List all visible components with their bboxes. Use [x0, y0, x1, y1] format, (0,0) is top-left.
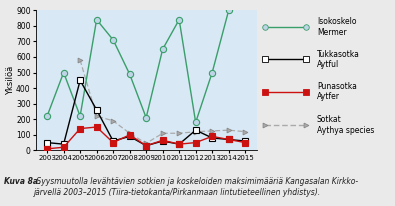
- Text: Isokoskelo
Mermer: Isokoskelo Mermer: [317, 18, 356, 37]
- Text: Sotkat
Aythya species: Sotkat Aythya species: [317, 116, 374, 135]
- Text: Syysmuutolla levähtävien sotkien ja koskeloiden maksimimääriä Kangasalan Kirkko-: Syysmuutolla levähtävien sotkien ja kosk…: [34, 177, 358, 197]
- Y-axis label: Yksilöä: Yksilöä: [6, 66, 15, 95]
- Text: Tukkasotka
Aytful: Tukkasotka Aytful: [317, 50, 360, 69]
- Text: Punasotka
Aytfer: Punasotka Aytfer: [317, 82, 357, 101]
- Text: Kuva 8a.: Kuva 8a.: [4, 177, 41, 186]
